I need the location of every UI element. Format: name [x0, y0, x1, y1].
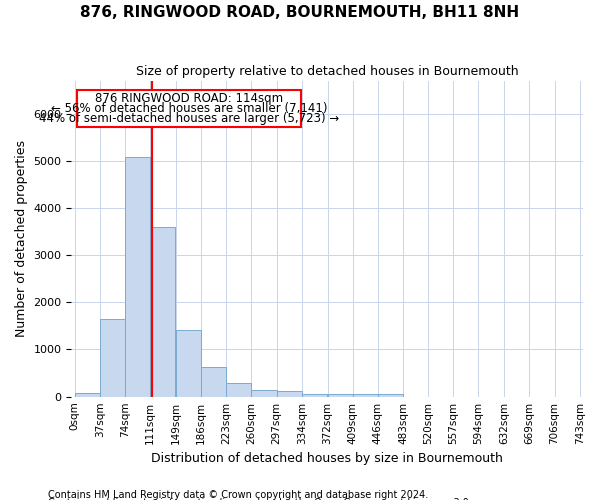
Bar — [302, 394, 327, 396]
Text: Contains public sector information licensed under the Open Government Licence v3: Contains public sector information licen… — [48, 498, 472, 500]
Text: Contains HM Land Registry data © Crown copyright and database right 2024.: Contains HM Land Registry data © Crown c… — [48, 490, 428, 500]
Title: Size of property relative to detached houses in Bournemouth: Size of property relative to detached ho… — [136, 65, 518, 78]
Bar — [251, 390, 277, 396]
Y-axis label: Number of detached properties: Number of detached properties — [15, 140, 28, 337]
Text: 44% of semi-detached houses are larger (5,723) →: 44% of semi-detached houses are larger (… — [39, 112, 339, 125]
Bar — [277, 392, 302, 396]
Bar — [378, 394, 403, 396]
Text: 876 RINGWOOD ROAD: 114sqm: 876 RINGWOOD ROAD: 114sqm — [95, 92, 283, 104]
Bar — [150, 228, 175, 396]
Bar — [75, 393, 100, 396]
Bar — [125, 158, 150, 396]
Bar — [328, 394, 353, 396]
Text: 876, RINGWOOD ROAD, BOURNEMOUTH, BH11 8NH: 876, RINGWOOD ROAD, BOURNEMOUTH, BH11 8N… — [80, 5, 520, 20]
Text: ← 56% of detached houses are smaller (7,141): ← 56% of detached houses are smaller (7,… — [51, 102, 327, 115]
Bar — [201, 368, 226, 396]
FancyBboxPatch shape — [77, 90, 301, 127]
Bar — [176, 330, 201, 396]
Bar — [100, 319, 125, 396]
Bar — [226, 383, 251, 396]
X-axis label: Distribution of detached houses by size in Bournemouth: Distribution of detached houses by size … — [151, 452, 503, 465]
Bar — [353, 394, 378, 396]
